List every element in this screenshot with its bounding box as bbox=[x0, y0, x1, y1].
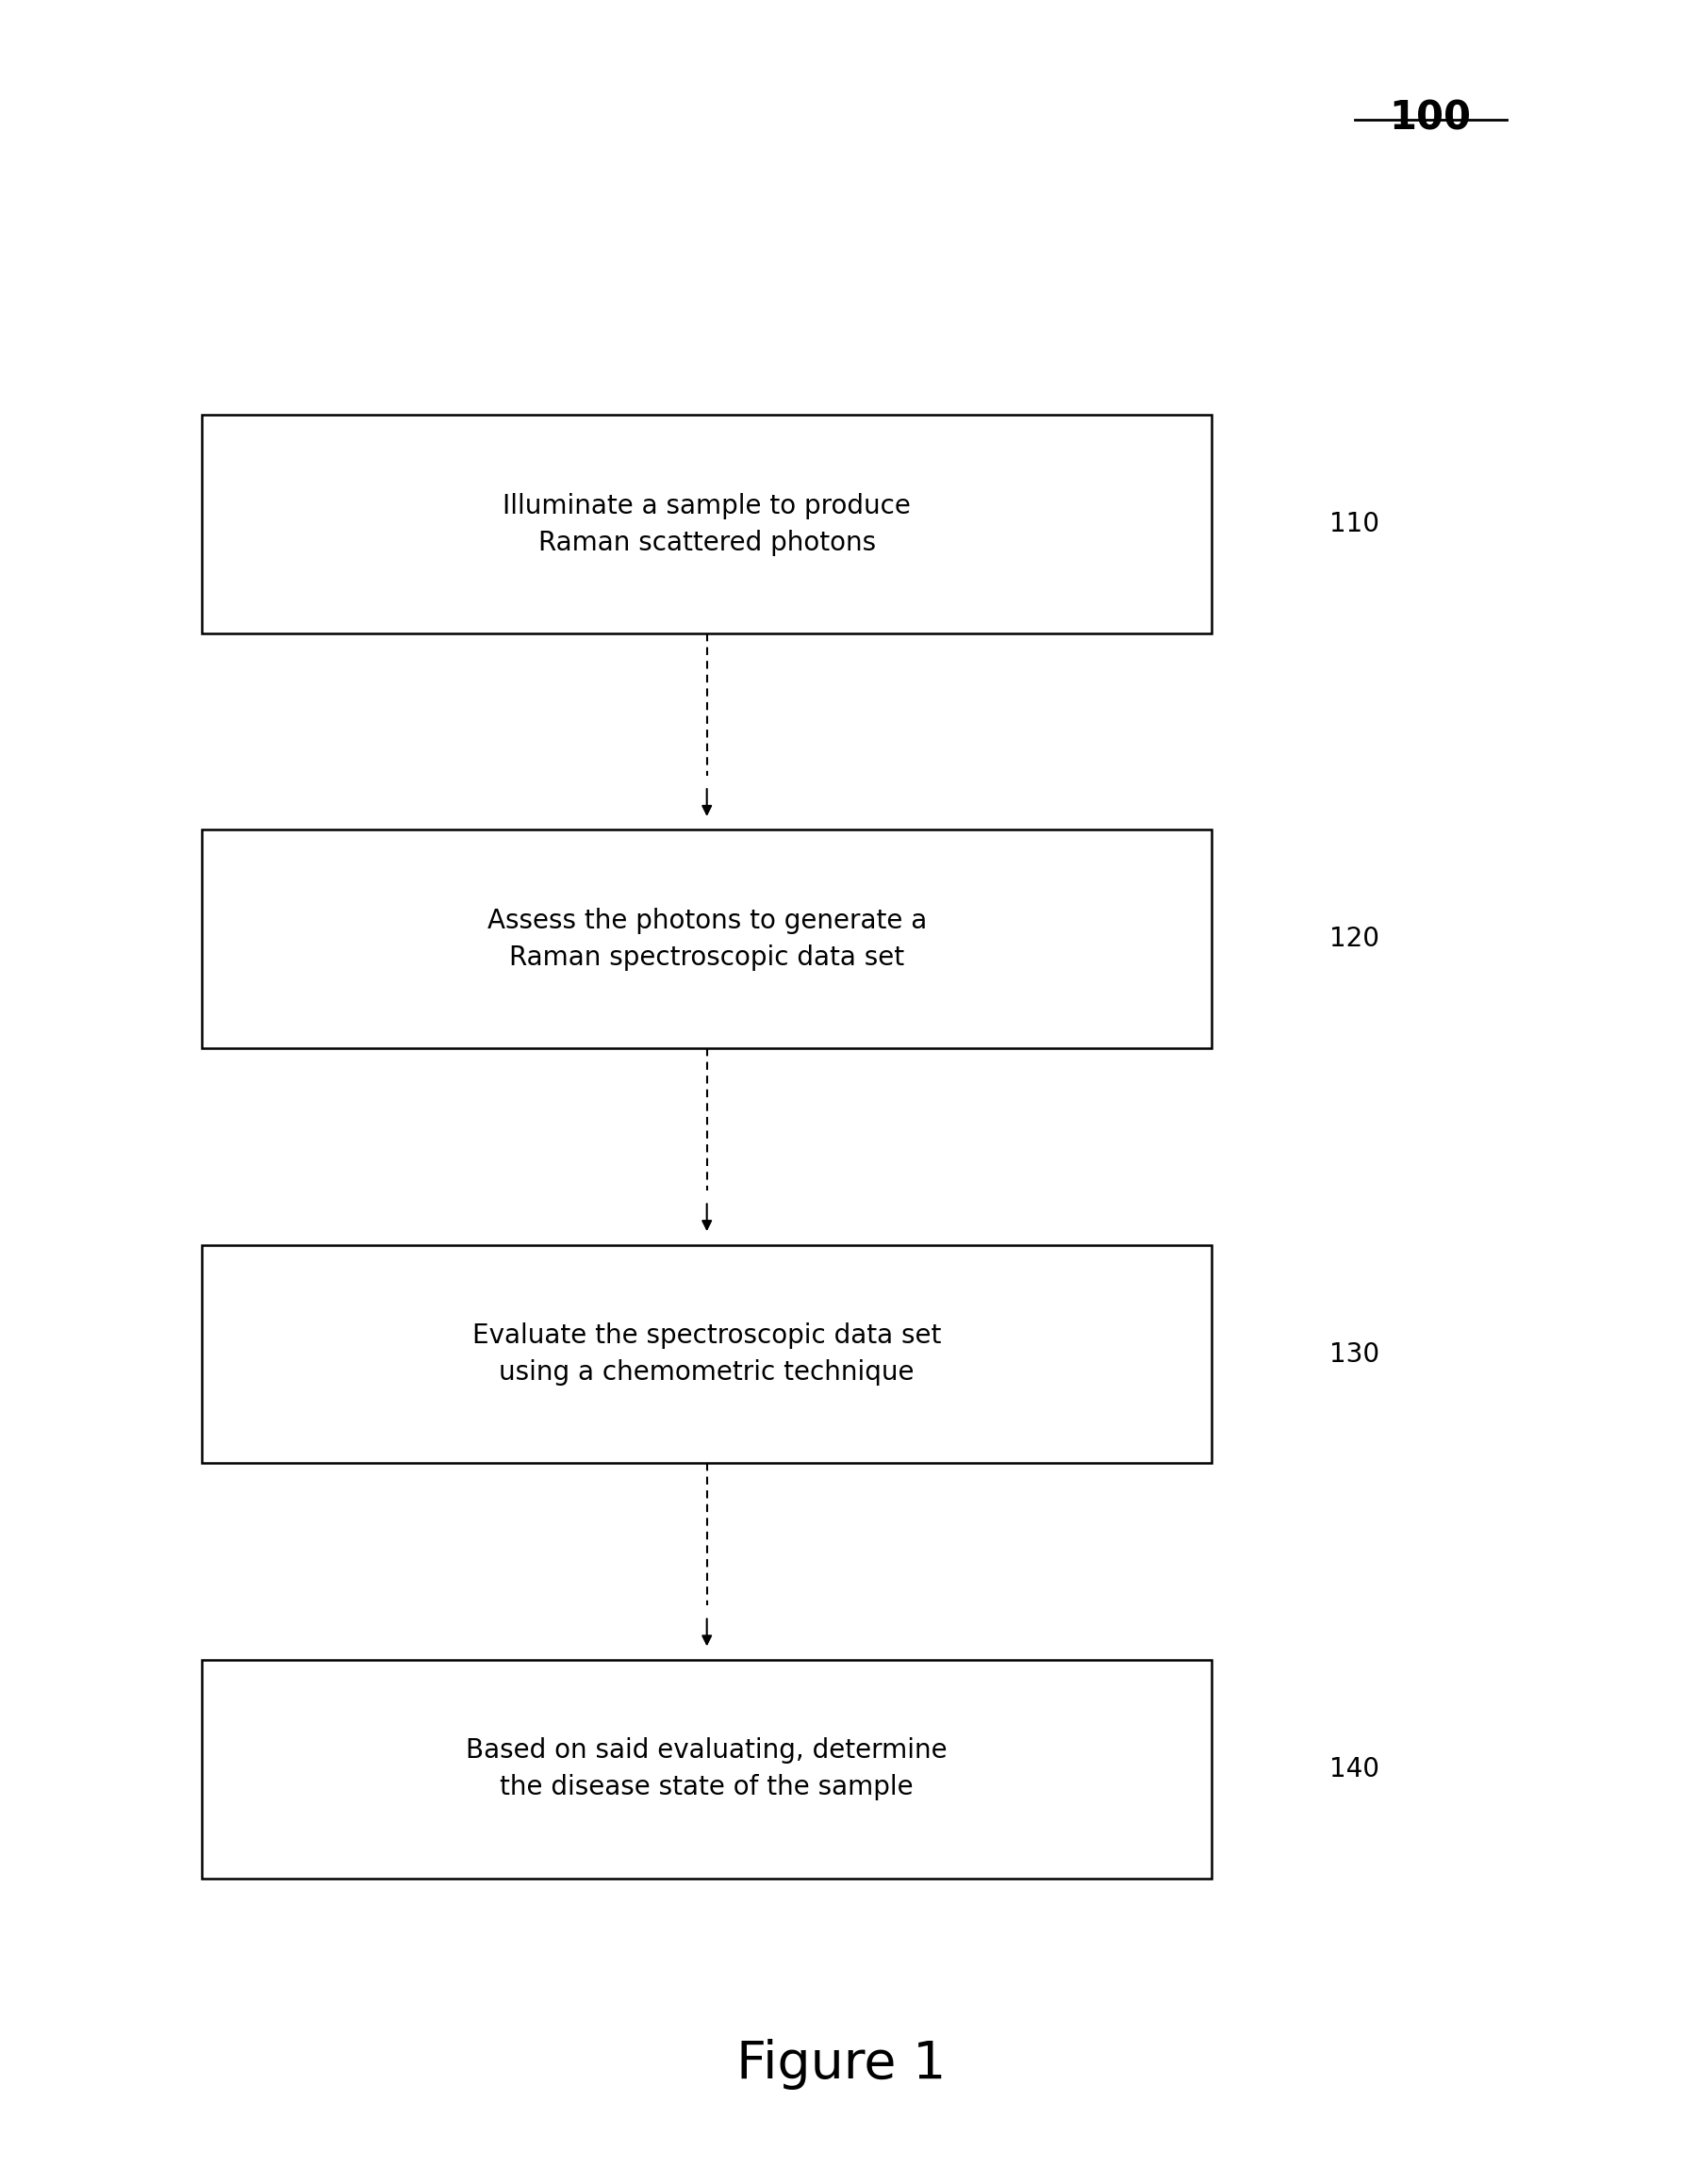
Text: 110: 110 bbox=[1330, 511, 1380, 537]
Text: Figure 1: Figure 1 bbox=[737, 2038, 946, 2090]
FancyBboxPatch shape bbox=[202, 415, 1212, 633]
FancyBboxPatch shape bbox=[202, 1245, 1212, 1463]
FancyBboxPatch shape bbox=[202, 1660, 1212, 1878]
Text: 100: 100 bbox=[1390, 98, 1471, 138]
Text: Illuminate a sample to produce
Raman scattered photons: Illuminate a sample to produce Raman sca… bbox=[503, 494, 911, 555]
Text: 140: 140 bbox=[1330, 1756, 1380, 1782]
Text: Assess the photons to generate a
Raman spectroscopic data set: Assess the photons to generate a Raman s… bbox=[486, 909, 927, 970]
Text: 130: 130 bbox=[1330, 1341, 1380, 1367]
Text: Evaluate the spectroscopic data set
using a chemometric technique: Evaluate the spectroscopic data set usin… bbox=[473, 1324, 941, 1385]
Text: Based on said evaluating, determine
the disease state of the sample: Based on said evaluating, determine the … bbox=[466, 1738, 948, 1800]
Text: 120: 120 bbox=[1330, 926, 1380, 952]
FancyBboxPatch shape bbox=[202, 830, 1212, 1048]
